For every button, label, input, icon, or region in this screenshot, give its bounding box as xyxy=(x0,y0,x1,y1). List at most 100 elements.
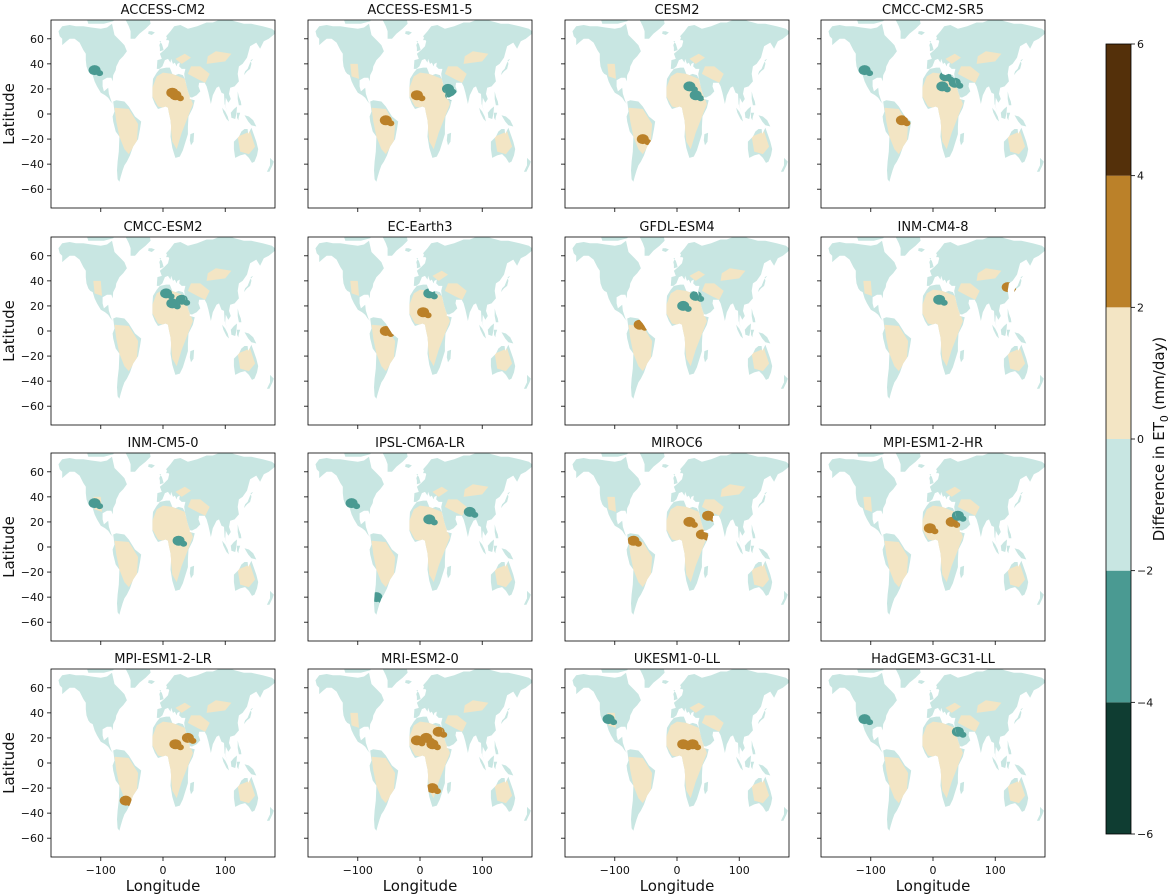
xtick-label: 0 xyxy=(160,864,167,877)
positive-region xyxy=(371,540,396,588)
hotspot xyxy=(866,719,874,726)
positive-region xyxy=(237,564,256,588)
land-eurasia xyxy=(413,20,532,112)
positive-region xyxy=(152,289,193,367)
land-new-zealand xyxy=(1036,157,1044,172)
land-sumatra xyxy=(992,107,999,122)
land-scandinavia xyxy=(423,675,439,693)
hotspot xyxy=(189,737,197,744)
positive-region xyxy=(432,270,448,281)
x-axis-label: Longitude xyxy=(383,877,458,894)
map-panel: INM-CM5-0 60 40 20 0 −20 −40 −60 Latitude xyxy=(0,436,276,645)
positive-region xyxy=(350,63,359,79)
land-layer xyxy=(315,20,532,182)
positive-region xyxy=(884,756,909,804)
panel-title: MPI-ESM1-2-HR xyxy=(883,436,983,451)
land-greenland xyxy=(895,453,921,472)
positive-region xyxy=(350,280,359,296)
hotspot xyxy=(445,90,458,101)
positive-region xyxy=(976,700,1002,713)
land-layer xyxy=(572,20,789,182)
positive-region xyxy=(957,66,980,83)
xtick-label: 0 xyxy=(674,864,681,877)
colorbar-label-units: (mm/day) xyxy=(1150,337,1168,415)
land-iceland xyxy=(148,464,155,468)
land-new-guinea xyxy=(758,332,771,344)
xtick-label: 0 xyxy=(417,864,424,877)
land-sulawesi xyxy=(751,545,755,554)
land-greenland xyxy=(895,669,921,688)
land-madagascar xyxy=(703,349,709,363)
land-borneo xyxy=(744,323,751,336)
land-new-guinea xyxy=(501,115,514,127)
xtick-label: 100 xyxy=(985,864,1006,877)
land-new-zealand xyxy=(780,590,788,605)
colorbar-tick-label: −4 xyxy=(1137,696,1153,709)
colorbar-segment xyxy=(1106,44,1131,176)
ytick-label: −20 xyxy=(21,350,44,363)
positive-zones xyxy=(607,484,770,588)
land-eurasia xyxy=(670,669,789,761)
xtick-label: 0 xyxy=(930,864,937,877)
land-new-zealand xyxy=(780,374,788,389)
map-panel: CMCC-CM2-SR5 xyxy=(817,3,1046,212)
panel-title: MPI-ESM1-2-LR xyxy=(114,652,211,667)
land-britain xyxy=(673,690,678,701)
ytick-label: 40 xyxy=(30,707,44,720)
positive-region xyxy=(187,66,210,83)
land-borneo xyxy=(1000,755,1007,768)
land-north-america xyxy=(58,672,127,753)
positive-zones xyxy=(858,51,1026,155)
panel-title: HadGEM3-GC31-LL xyxy=(871,652,996,667)
map-panel: ACCESS-ESM1-5 xyxy=(304,3,533,212)
map-panel: CMCC-ESM2 60 40 20 0 −20 −40 −60 Latitude xyxy=(0,220,276,429)
positive-region xyxy=(463,484,489,497)
land-new-guinea xyxy=(758,764,771,776)
land-scandinavia xyxy=(423,243,439,261)
land-layer xyxy=(572,669,789,831)
land-sulawesi xyxy=(237,761,241,770)
land-layer xyxy=(58,237,275,399)
positive-region xyxy=(494,131,513,155)
positive-region xyxy=(444,283,467,300)
land-greenland xyxy=(382,669,408,688)
positive-region xyxy=(114,324,139,372)
positive-region xyxy=(175,702,191,713)
land-sumatra xyxy=(992,324,999,339)
hotspot xyxy=(931,528,939,535)
hotspot xyxy=(697,95,705,102)
land-north-america xyxy=(572,240,641,321)
land-scandinavia xyxy=(680,675,696,693)
land-eurasia xyxy=(926,669,1045,761)
land-sumatra xyxy=(479,324,486,339)
positive-region xyxy=(628,756,653,804)
land-britain xyxy=(159,258,164,269)
positive-region xyxy=(751,780,770,804)
panel-title: IPSL-CM6A-LR xyxy=(375,436,465,451)
positive-region xyxy=(463,700,489,713)
land-canadian-islands xyxy=(601,237,628,241)
land-greenland xyxy=(125,237,151,256)
hotspot xyxy=(433,788,441,795)
panel-title: INM-CM4-8 xyxy=(898,220,969,235)
land-borneo xyxy=(487,323,494,336)
map-panel: ACCESS-CM2 60 40 20 0 −20 −40 −60 Latitude xyxy=(0,3,276,212)
map-panel: HadGEM3-GC31-LL −100 0 100 Longitude xyxy=(817,652,1046,894)
positive-region xyxy=(945,486,961,497)
ytick-label: 20 xyxy=(30,83,44,96)
land-borneo xyxy=(487,755,494,768)
ytick-label: 40 xyxy=(30,275,44,288)
positive-zones xyxy=(628,268,770,372)
x-axis-label: Longitude xyxy=(896,877,971,894)
colorbar-segment xyxy=(1106,570,1131,703)
positive-region xyxy=(114,756,139,804)
colorbar-tick-label: −2 xyxy=(1137,565,1153,578)
land-iceland xyxy=(662,680,669,684)
land-new-guinea xyxy=(244,115,257,127)
ytick-label: −60 xyxy=(21,832,44,845)
land-scandinavia xyxy=(166,459,182,477)
land-scandinavia xyxy=(680,459,696,477)
land-new-guinea xyxy=(1014,332,1027,344)
hotspot xyxy=(953,521,961,528)
